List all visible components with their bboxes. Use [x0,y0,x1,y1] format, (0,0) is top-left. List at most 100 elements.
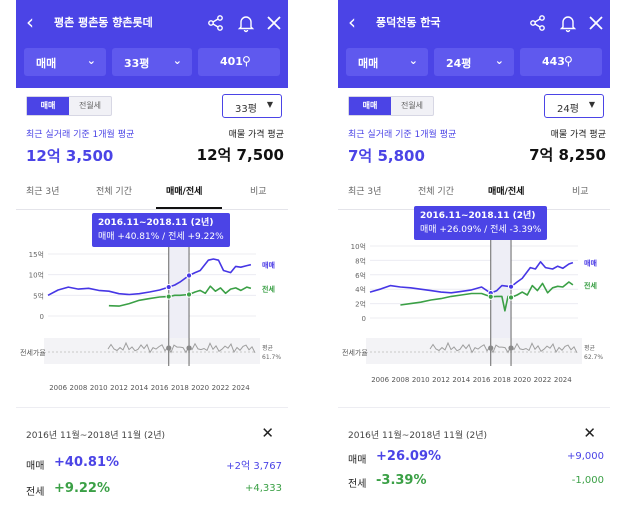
price-chart[interactable]: 10억 8억 6억 4억 2억 0 전세가율 평균 62.7% 매매 전세 2006 2008 2010 2… [338,206,610,412]
listing-value: 12억 7,500 [196,146,284,164]
tab-all-period[interactable]: 전체 기간 [96,187,132,197]
x-tick-label: 2014 [130,384,148,392]
close-icon[interactable]: ✕ [261,424,274,442]
share-icon[interactable] [206,13,226,33]
result-range: 2016년 11월~2018년 11월 (2년) [348,431,487,441]
sale-series-label: 매매 [262,261,275,270]
jeonse-series-label: 전세 [262,284,275,293]
close-icon[interactable]: ✕ [583,424,596,442]
trade-type-dropdown[interactable]: 매매 ⌄ [346,48,428,76]
x-tick-label: 2010 [90,384,108,392]
price-panel-right: ‹ 풍덕천동 한국 매매 ⌄ 24평 ⌄ 443 ⚲ [322,0,618,517]
close-icon[interactable] [586,13,606,33]
tab-recent-3y[interactable]: 최근 3년 [26,187,60,197]
trade-type-dropdown[interactable]: 매매 ⌄ [24,48,106,76]
x-tick-label: 2022 [534,376,552,384]
tooltip-jeonse: 전세 +9.22% [168,232,224,242]
tooltip-jeonse: 전세 -3.39% [490,225,542,235]
x-tick-label: 2024 [554,376,572,384]
sale-marker [165,283,172,291]
result-sale-pct: +40.81% [54,455,120,470]
tooltip-period: 2016.11~2018.11 (2년) [98,218,214,228]
segment-sale[interactable]: 매매 [349,97,391,115]
tab-compare[interactable]: 비교 [572,187,589,197]
ratio-series-line [429,341,578,354]
bell-icon[interactable] [236,13,256,33]
x-tick-label: 2018 [493,376,511,384]
avg-value: 12억 3,500 [26,147,114,165]
app-header: ‹ 평촌 평촌동 향촌롯데 매매 ⌄ 33평 ⌄ 401 ⚲ [16,0,288,88]
tooltip-period: 2016.11~2018.11 (2년) [420,211,536,221]
y-tick-label: 4억 [355,286,366,294]
listing-count-button[interactable]: 401 ⚲ [198,48,280,76]
tooltip-sep: / [162,232,166,242]
jeonse-marker [487,293,494,300]
y-tick-label: 15억 [29,251,44,259]
ratio-label: 전세가율 [20,348,46,357]
size-select-label: 33평 [235,104,257,115]
tab-all-period[interactable]: 전체 기간 [418,187,454,197]
price-chart[interactable]: 15억 10억 5억 0 전세가율 평균 61.7% 매매 전세 2006 2008 2010 2012… [16,212,288,412]
jeonse-marker [507,294,515,301]
tooltip-sale: 매매 +40.81% [98,232,160,242]
listing-label: 매물 가격 평균 [550,130,606,140]
segment-lease[interactable]: 전월세 [78,101,102,110]
jeonse-series-line [108,285,252,307]
x-tick-label: 2006 [49,384,67,392]
x-tick-label: 2006 [371,376,389,384]
trade-segment: 매매 전월세 [348,96,434,116]
x-tick-label: 2016 [151,384,169,392]
result-jeonse-label: 전세 [348,479,367,490]
x-tick-label: 2014 [452,376,470,384]
tab-sale-jeonse[interactable]: 매매/전세 [488,187,525,197]
close-icon[interactable] [264,13,284,33]
ratio-marker [508,345,514,351]
result-range: 2016년 11월~2018년 11월 (2년) [26,431,165,441]
tab-recent-3y[interactable]: 최근 3년 [348,187,382,197]
result-jeonse-pct: +9.22% [54,481,110,496]
x-tick-label: 2024 [232,384,250,392]
size-select[interactable]: 33평 ▼ [222,94,282,118]
y-tick-label: 2억 [355,301,366,309]
ratio-series-line [107,341,256,354]
y-tick-label: 5억 [33,292,44,300]
tab-sale-jeonse[interactable]: 매매/전세 [166,187,203,197]
ratio-band [44,338,260,364]
size-label: 24평 [446,57,472,70]
size-select[interactable]: 24평 ▼ [544,94,604,118]
chevron-down-icon: ⌄ [172,54,182,67]
x-tick-label: 2012 [110,384,128,392]
tab-compare[interactable]: 비교 [250,187,267,197]
sale-marker [507,283,515,290]
listing-count: 401 [220,55,243,68]
share-icon[interactable] [528,13,548,33]
selection-band [490,238,512,358]
listing-count-button[interactable]: 443 ⚲ [520,48,602,76]
x-tick-label: 2008 [392,376,410,384]
result-jeonse-label: 전세 [26,487,45,498]
caret-down-icon: ▼ [266,100,273,109]
x-tick-label: 2022 [212,384,230,392]
back-icon[interactable]: ‹ [26,10,34,34]
bell-icon[interactable] [558,13,578,33]
complex-title: 평촌 평촌동 향촌롯데 [54,16,153,29]
back-icon[interactable]: ‹ [348,10,356,34]
ratio-band [366,338,582,364]
segment-lease[interactable]: 전월세 [400,101,424,110]
tooltip-sep: / [484,225,488,235]
y-tick-label: 10억 [351,243,366,251]
avg-value: 7억 5,800 [348,147,425,165]
tooltip-sale: 매매 +26.09% [420,225,482,235]
result-sale-amount: +2억 3,767 [226,461,282,472]
selection-band [168,246,190,358]
ratio-avg-value: 62.7% [584,354,603,361]
sale-marker [185,272,193,279]
size-dropdown[interactable]: 24평 ⌄ [434,48,514,76]
size-dropdown[interactable]: 33평 ⌄ [112,48,192,76]
search-icon: ⚲ [242,54,251,68]
listing-value: 7억 8,250 [529,146,606,164]
segment-sale[interactable]: 매매 [27,97,69,115]
jeonse-series-line [400,281,574,312]
